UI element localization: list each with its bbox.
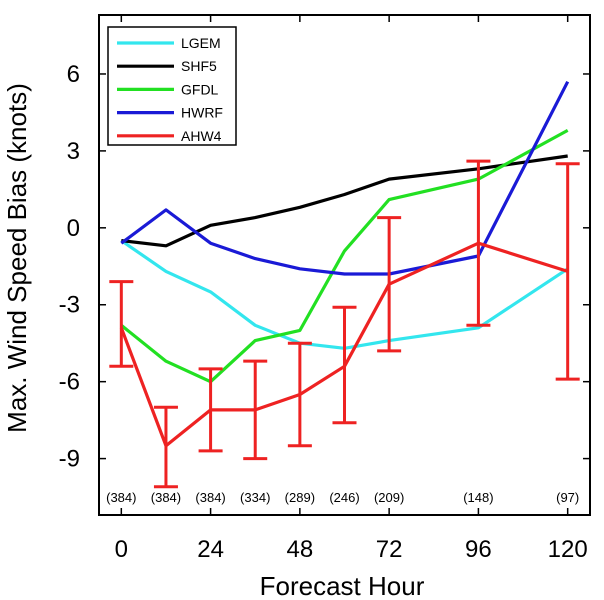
x-tick-label: 48 (287, 536, 314, 563)
sample-count-label: (384) (106, 490, 136, 505)
error-bars-layer (109, 159, 580, 489)
sample-count-label: (384) (151, 490, 181, 505)
legend-label-shf5: SHF5 (181, 58, 217, 74)
y-tick-label: -6 (59, 369, 80, 396)
y-axis-label: Max. Wind Speed Bias (knots) (2, 83, 32, 433)
y-tick-label: 3 (67, 138, 80, 165)
series-line-hwrf (120, 80, 570, 276)
sample-count-label: (289) (285, 490, 315, 505)
x-tick-label: 0 (115, 536, 128, 563)
x-tick-label: 72 (376, 536, 403, 563)
y-tick-label: 6 (67, 61, 80, 88)
y-tick-label: -9 (59, 446, 80, 473)
y-tick-label: -3 (59, 292, 80, 319)
legend-box (107, 26, 237, 146)
series-line-shf5 (121, 154, 568, 248)
sample-counts-layer: (384) (384) (384) (334) (289) (246) (209) (148)… (106, 490, 579, 505)
x-tick-label: 24 (197, 536, 224, 563)
series-line-gfdl (120, 128, 569, 384)
sample-count-label: (246) (329, 490, 359, 505)
legend-label-hwrf: HWRF (181, 105, 223, 121)
sample-count-label: (148) (463, 490, 493, 505)
sample-count-label: (334) (240, 490, 270, 505)
legend-label-lgem: LGEM (181, 35, 221, 51)
y-tick-label: 0 (67, 215, 80, 242)
legend-label-gfdl: GFDL (181, 81, 219, 97)
legend: LGEM SHF5 GFDL HWRF AHW4 (107, 26, 237, 146)
sample-count-label: (384) (195, 490, 225, 505)
x-axis-label: Forecast Hour (260, 571, 425, 600)
sample-count-label: (97) (556, 490, 579, 505)
axes-layer: 0 24 48 72 96 120 -9 -6 -3 0 3 6 (59, 15, 590, 563)
legend-label-ahw4: AHW4 (181, 128, 222, 144)
plot-frame (98, 14, 591, 516)
sample-count-label: (209) (374, 490, 404, 505)
x-tick-label: 96 (465, 536, 492, 563)
x-tick-label: 120 (548, 536, 588, 563)
